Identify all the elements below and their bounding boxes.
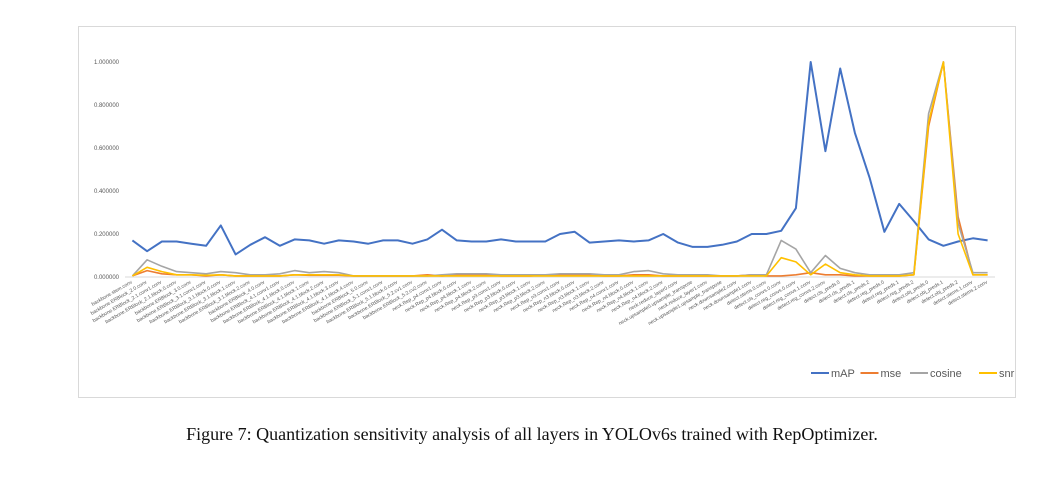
line-chart: 0.000000 0.200000 0.400000 0.600000 0.800000… (90, 60, 1015, 380)
y-tick-label: 1.000000 (94, 60, 120, 66)
legend-label-mse: mse (881, 368, 902, 380)
series-line-snr (131, 61, 988, 277)
series-line-mse (132, 61, 988, 277)
legend-label-snr: snr (999, 368, 1015, 380)
y-tick-label: 0.000000 (94, 275, 120, 281)
chart-frame: 0.000000 0.200000 0.400000 0.600000 0.800000… (78, 26, 1016, 398)
figure-caption: Figure 7: Quantization sensitivity analy… (186, 424, 878, 444)
legend-label-mAP: mAP (831, 368, 855, 380)
y-tick-label: 0.800000 (94, 103, 120, 109)
y-tick-label: 0.600000 (94, 146, 120, 152)
y-tick-label: 0.400000 (94, 189, 120, 195)
series-line-mAP (131, 61, 988, 256)
y-tick-label: 0.200000 (94, 232, 120, 238)
series-line-cosine (131, 61, 988, 277)
legend-label-cosine: cosine (930, 368, 962, 380)
